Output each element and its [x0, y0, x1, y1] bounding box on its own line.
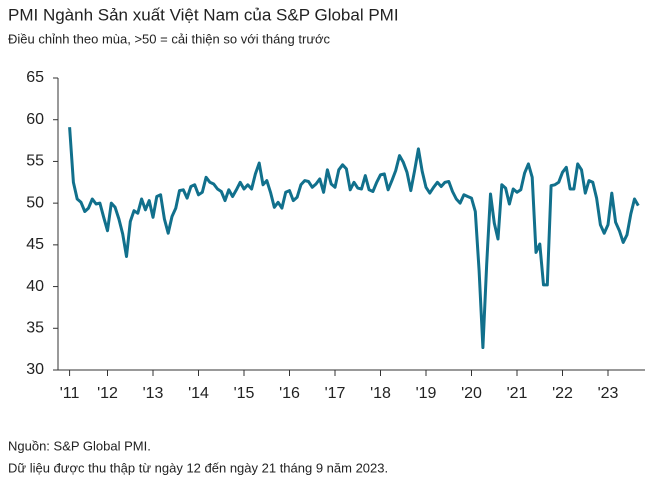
- x-tick-label: '19: [416, 385, 437, 402]
- x-tick-label: '13: [143, 385, 164, 402]
- x-tick-label: '16: [279, 385, 300, 402]
- y-tick-label: 35: [26, 320, 44, 337]
- note: Dữ liệu được thu thập từ ngày 12 đến ngà…: [8, 460, 388, 475]
- x-tick-label: '17: [325, 385, 346, 402]
- x-tick-label: '21: [507, 385, 528, 402]
- chart-subtitle: Điều chỉnh theo mùa, >50 = cải thiện so …: [8, 31, 331, 46]
- y-tick-label: 40: [26, 278, 44, 295]
- x-tick-label: '14: [188, 385, 209, 402]
- series-line: [68, 127, 640, 349]
- y-tick-label: 50: [26, 194, 44, 211]
- x-tick-label: '12: [97, 385, 118, 402]
- y-tick-label: 55: [26, 153, 44, 170]
- x-tick-label: '20: [461, 385, 482, 402]
- x-tick-label: '23: [598, 385, 619, 402]
- x-tick-label: '18: [370, 385, 391, 402]
- x-tick-label: '15: [234, 385, 255, 402]
- y-tick-label: 65: [26, 69, 44, 86]
- y-tick-label: 30: [26, 361, 44, 378]
- y-tick-label: 45: [26, 236, 44, 253]
- x-tick-label: '11: [60, 385, 80, 402]
- source: Nguồn: S&P Global PMI.: [8, 438, 151, 453]
- y-tick-label: 60: [26, 111, 44, 128]
- x-tick-label: '22: [552, 385, 573, 402]
- chart-title: PMI Ngành Sản xuất Việt Nam của S&P Glob…: [8, 5, 399, 24]
